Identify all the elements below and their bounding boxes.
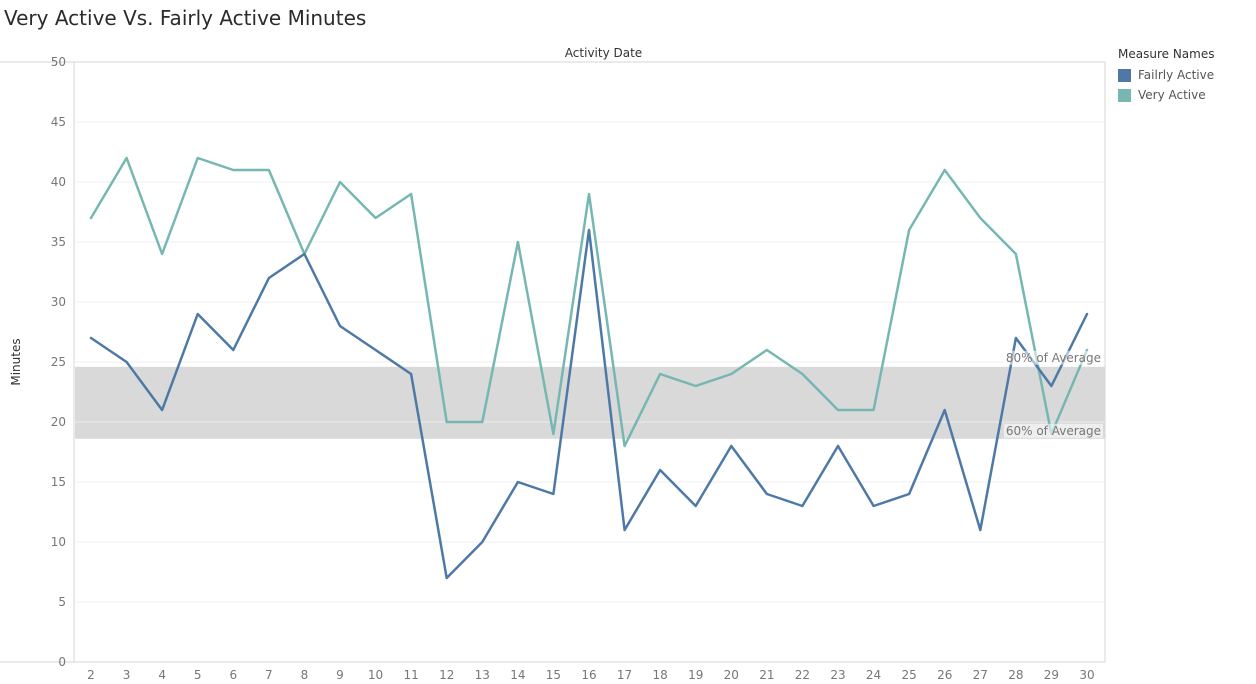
series-line-very-active — [89, 156, 1089, 448]
x-tick-label: 8 — [301, 668, 309, 682]
y-tick-label: 15 — [51, 475, 66, 489]
x-tick-label: 18 — [653, 668, 668, 682]
x-tick-label: 26 — [937, 668, 952, 682]
x-axis-title: Activity Date — [565, 46, 642, 60]
x-tick-label: 28 — [1008, 668, 1023, 682]
x-tick-label: 10 — [368, 668, 383, 682]
legend-label-very-active: Very Active — [1138, 88, 1206, 102]
x-tick-label: 15 — [546, 668, 561, 682]
series-line-failrly-active — [89, 228, 1089, 580]
x-tick-label: 21 — [759, 668, 774, 682]
x-tick-label: 30 — [1079, 668, 1094, 682]
legend-label-fairly-active: Failrly Active — [1138, 68, 1215, 82]
reference-label: 80% of Average — [1006, 351, 1101, 365]
x-tick-label: 16 — [581, 668, 596, 682]
x-tick-label: 3 — [123, 668, 131, 682]
x-tick-label: 6 — [229, 668, 237, 682]
x-tick-label: 24 — [866, 668, 881, 682]
legend-swatch-very-active — [1118, 88, 1131, 102]
reference-label: 60% of Average — [1006, 424, 1101, 438]
x-tick-label: 29 — [1044, 668, 1059, 682]
y-tick-label: 25 — [51, 355, 66, 369]
x-tick-label: 13 — [475, 668, 490, 682]
x-tick-label: 4 — [158, 668, 166, 682]
y-tick-label: 40 — [51, 175, 66, 189]
x-tick-label: 25 — [902, 668, 917, 682]
x-tick-label: 27 — [973, 668, 988, 682]
x-tick-label: 5 — [194, 668, 202, 682]
x-tick-label: 22 — [795, 668, 810, 682]
x-tick-label: 20 — [724, 668, 739, 682]
x-tick-label: 19 — [688, 668, 703, 682]
x-tick-label: 2 — [87, 668, 95, 682]
y-axis-title: Minutes — [9, 338, 23, 385]
x-tick-label: 9 — [336, 668, 344, 682]
reference-label-background — [1003, 350, 1103, 365]
reference-band — [75, 366, 1105, 439]
legend-swatch-fairly-active — [1118, 68, 1131, 82]
legend-title: Measure Names — [1118, 47, 1215, 61]
y-tick-label: 30 — [51, 295, 66, 309]
x-tick-label: 12 — [439, 668, 454, 682]
x-tick-label: 23 — [830, 668, 845, 682]
x-tick-label: 17 — [617, 668, 632, 682]
reference-label-background — [1003, 423, 1103, 438]
legend-item-very-active[interactable]: Very Active — [1118, 85, 1214, 105]
y-tick-label: 5 — [58, 595, 66, 609]
y-tick-label: 35 — [51, 235, 66, 249]
legend-item-fairly-active[interactable]: Failrly Active — [1118, 65, 1214, 85]
y-tick-label: 45 — [51, 115, 66, 129]
x-tick-label: 7 — [265, 668, 273, 682]
y-tick-label: 20 — [51, 415, 66, 429]
legend: Measure Names Failrly Active Very Active — [1118, 47, 1214, 105]
x-tick-label: 14 — [510, 668, 525, 682]
y-tick-label: 10 — [51, 535, 66, 549]
chart-title: Very Active Vs. Fairly Active Minutes — [4, 6, 367, 30]
x-tick-label: 11 — [404, 668, 419, 682]
y-tick-label: 50 — [51, 55, 66, 69]
y-tick-label: 0 — [58, 655, 66, 669]
